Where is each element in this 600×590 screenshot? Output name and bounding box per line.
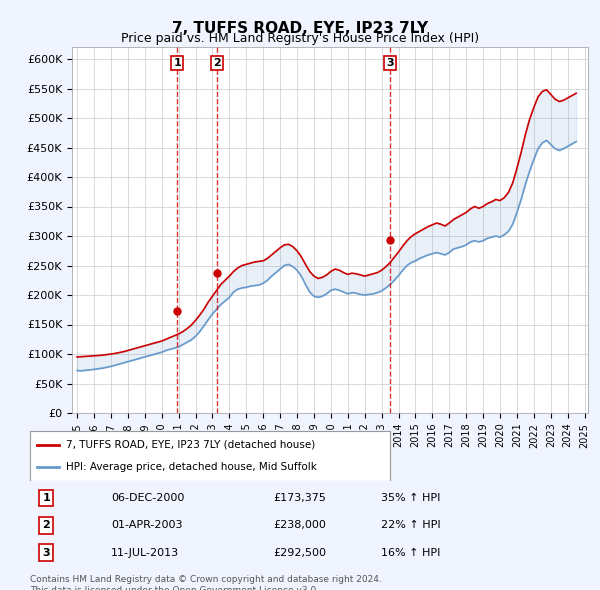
Text: 2: 2 [213,58,221,68]
Text: HPI: Average price, detached house, Mid Suffolk: HPI: Average price, detached house, Mid … [66,462,317,472]
Text: 22% ↑ HPI: 22% ↑ HPI [381,520,440,530]
Text: 16% ↑ HPI: 16% ↑ HPI [381,548,440,558]
Text: 3: 3 [386,58,394,68]
Text: 06-DEC-2000: 06-DEC-2000 [111,493,184,503]
Text: 7, TUFFS ROAD, EYE, IP23 7LY (detached house): 7, TUFFS ROAD, EYE, IP23 7LY (detached h… [66,440,315,450]
Text: 2: 2 [43,520,50,530]
Text: 01-APR-2003: 01-APR-2003 [111,520,182,530]
Text: £173,375: £173,375 [273,493,326,503]
Text: 11-JUL-2013: 11-JUL-2013 [111,548,179,558]
Text: £238,000: £238,000 [273,520,326,530]
Text: 7, TUFFS ROAD, EYE, IP23 7LY: 7, TUFFS ROAD, EYE, IP23 7LY [172,21,428,35]
Text: Price paid vs. HM Land Registry's House Price Index (HPI): Price paid vs. HM Land Registry's House … [121,32,479,45]
Text: Contains HM Land Registry data © Crown copyright and database right 2024.
This d: Contains HM Land Registry data © Crown c… [30,575,382,590]
Text: 1: 1 [43,493,50,503]
Text: 3: 3 [43,548,50,558]
Text: 1: 1 [173,58,181,68]
Text: £292,500: £292,500 [273,548,326,558]
Text: 35% ↑ HPI: 35% ↑ HPI [381,493,440,503]
